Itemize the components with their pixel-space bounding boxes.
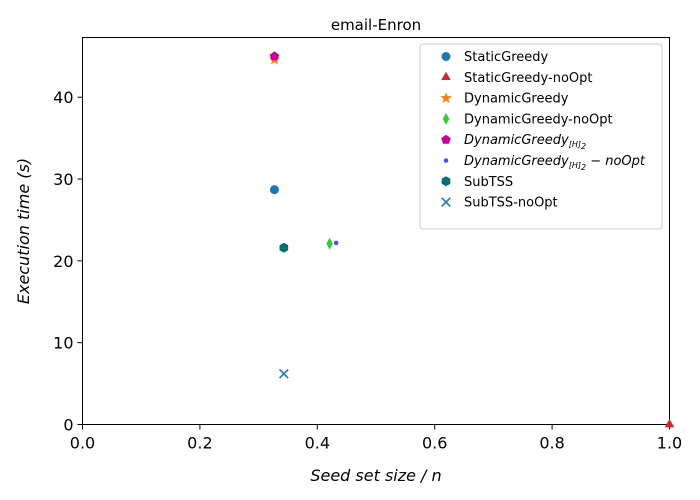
legend-label: SubTSS-noOpt	[464, 196, 558, 211]
legend-label-main: DynamicGreedy	[464, 154, 569, 169]
legend-label-tail: − noOpt	[586, 154, 646, 169]
x-axis: 0.0 0.2 0.4 0.6 0.8 1.0	[70, 424, 682, 453]
x-tick-label: 0.2	[187, 434, 212, 453]
x-tick-label: 0.4	[305, 434, 330, 453]
data-point	[269, 51, 280, 61]
legend-marker	[441, 197, 451, 207]
legend-label: SubTSS	[464, 175, 513, 190]
y-axis: 0 10 20 30 40	[53, 88, 83, 435]
legend-marker	[441, 176, 451, 187]
legend-label-subsub: 2	[581, 163, 586, 172]
legend-marker	[440, 92, 452, 103]
x-tick-label: 1.0	[657, 434, 682, 453]
plot-frame	[82, 37, 670, 425]
legend-marker	[442, 112, 450, 125]
data-point	[333, 240, 339, 246]
legend-marker	[441, 52, 451, 61]
legend-frame	[419, 43, 663, 230]
data-point	[326, 237, 333, 250]
legend-marker	[441, 134, 451, 144]
y-tick-label: 20	[53, 252, 73, 271]
legend-marker	[441, 71, 451, 81]
chart-title: email-Enron	[331, 16, 421, 34]
legend-label: DynamicGreedy	[464, 92, 569, 107]
x-tick-label: 0.6	[422, 434, 447, 453]
y-tick-label: 40	[53, 88, 73, 107]
legend-label: StaticGreedy	[464, 50, 549, 65]
legend-label: DynamicGreedy[H]2	[464, 133, 586, 151]
data-point	[664, 419, 675, 428]
x-tick-label: 0.0	[70, 434, 95, 453]
legend: StaticGreedy StaticGreedy-noOpt DynamicGre…	[419, 43, 663, 230]
y-tick-label: 0	[63, 416, 73, 435]
legend-label: StaticGreedy-noOpt	[464, 71, 592, 86]
data-point	[269, 185, 279, 195]
data-point	[279, 242, 289, 253]
legend-marker	[443, 158, 449, 163]
legend-label: DynamicGreedy[H]2 − noOpt	[464, 154, 646, 172]
legend-label-main: DynamicGreedy	[464, 133, 569, 148]
x-axis-title: Seed set size / n	[310, 466, 441, 485]
legend-label-sub: [H]	[569, 161, 581, 170]
legend-label-sub: [H]	[569, 140, 581, 149]
y-axis-title: Execution time (s)	[14, 158, 33, 304]
x-tick-label: 0.8	[539, 434, 564, 453]
y-tick-label: 10	[53, 334, 73, 353]
y-tick-label: 30	[53, 170, 73, 189]
legend-label-subsub: 2	[581, 142, 586, 151]
data-point	[278, 368, 289, 379]
legend-label: DynamicGreedy-noOpt	[464, 112, 613, 127]
data-points	[268, 51, 675, 428]
